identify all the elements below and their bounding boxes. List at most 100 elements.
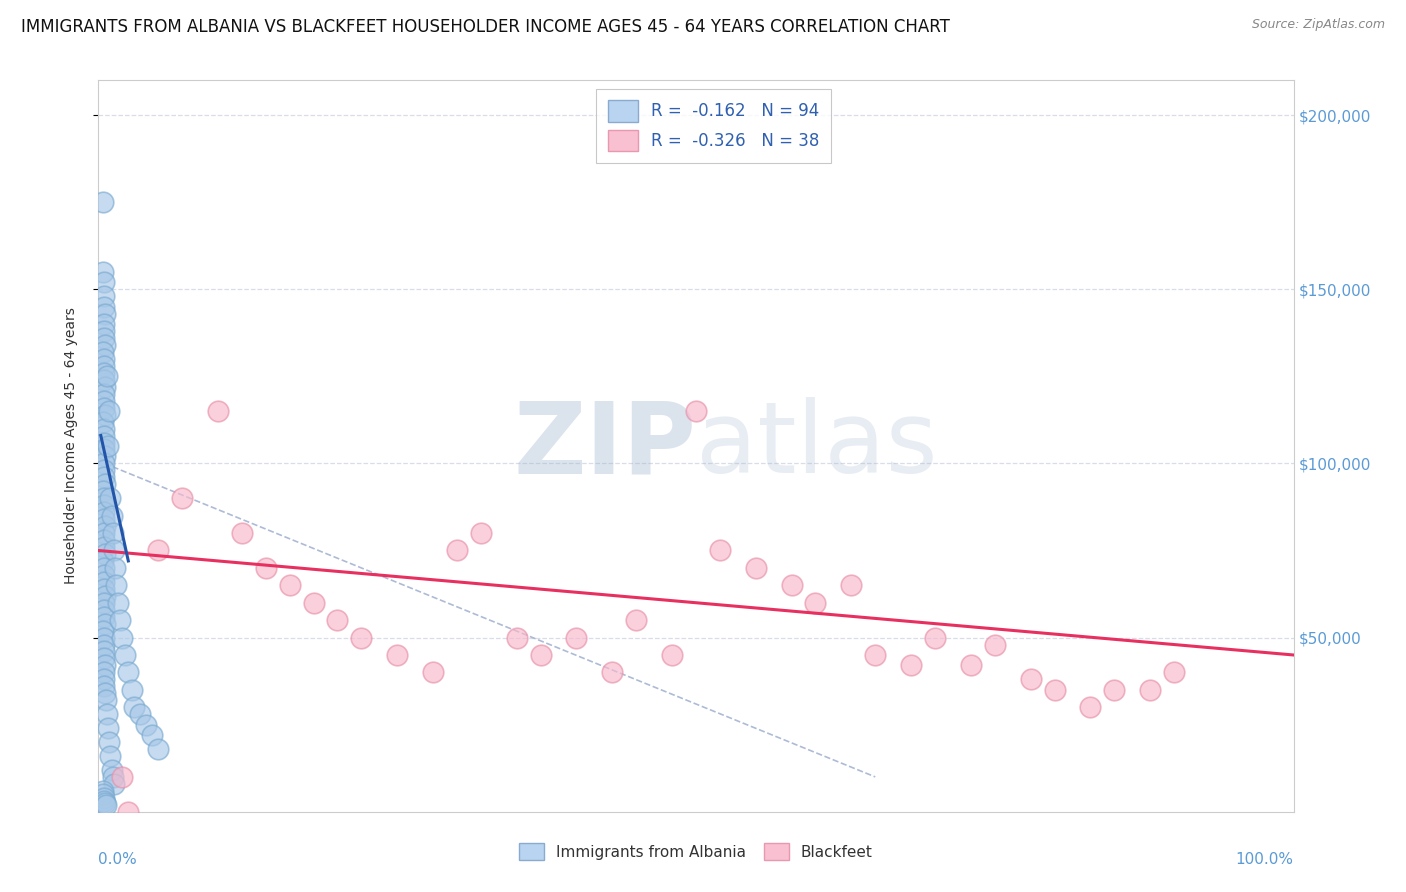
Point [93,631,115,645]
Text: 0.0%: 0.0% [98,852,138,867]
Point [602,665,624,680]
Point [93,373,115,387]
Point [960,658,983,673]
Point [470,526,492,541]
Point [94,616,117,631]
Point [93,359,115,373]
Point [93,457,115,471]
Point [97,721,120,735]
Point [626,613,648,627]
Point [780,578,803,592]
Point [984,638,1007,652]
Text: atlas: atlas [696,398,938,494]
Point [148,742,170,756]
Point [326,613,349,627]
Point [93,526,115,541]
Point [278,578,301,592]
Point [1104,682,1126,697]
Point [93,673,115,687]
Point [114,648,136,662]
Point [93,638,115,652]
Point [94,380,117,394]
Point [446,543,468,558]
Point [94,658,117,673]
Point [94,408,117,422]
Point [107,596,129,610]
Point [385,648,409,662]
Point [91,415,114,429]
Point [745,561,768,575]
Point [129,707,152,722]
Point [93,366,115,380]
Text: ZIP: ZIP [513,398,696,494]
Point [94,307,117,321]
Point [93,300,115,314]
Point [709,543,731,558]
Point [924,631,946,645]
Point [93,651,115,665]
Point [100,508,122,523]
Point [661,648,683,662]
Point [111,770,134,784]
Point [804,596,827,610]
Point [117,805,139,819]
Point [302,596,325,610]
Point [94,589,117,603]
Point [93,574,115,589]
Point [93,386,115,401]
Point [94,686,117,700]
Point [93,275,115,289]
Point [841,578,863,592]
Point [91,787,114,801]
Point [231,526,253,541]
Point [93,644,115,658]
Text: Source: ZipAtlas.com: Source: ZipAtlas.com [1251,18,1385,31]
Point [103,543,125,558]
Point [506,631,529,645]
Point [98,491,122,506]
Point [254,561,277,575]
Point [124,700,146,714]
Point [105,578,128,592]
Point [101,770,124,784]
Point [93,540,115,554]
Point [93,317,115,331]
Point [100,763,122,777]
Y-axis label: Householder Income Ages 45 - 64 years: Householder Income Ages 45 - 64 years [63,308,77,584]
Point [1163,665,1185,680]
Point [94,450,117,464]
Point [1139,682,1161,697]
Point [93,505,115,519]
Point [93,324,115,338]
Point [207,404,229,418]
Point [93,533,115,547]
Point [94,797,117,812]
Point [93,561,115,575]
Point [111,631,134,645]
Point [93,421,115,435]
Point [93,393,115,408]
Point [1019,673,1042,687]
Point [101,526,124,541]
Point [94,547,117,561]
Point [93,790,115,805]
Point [93,442,115,457]
Point [93,603,115,617]
Point [91,484,114,499]
Point [565,631,588,645]
Point [94,477,117,491]
Point [93,609,115,624]
Point [98,735,121,749]
Point [91,784,114,798]
Point [148,543,170,558]
Point [108,613,131,627]
Point [91,345,114,359]
Point [93,567,115,582]
Point [93,512,115,526]
Point [135,717,157,731]
Point [98,404,121,418]
Point [350,631,373,645]
Point [94,693,117,707]
Point [141,728,163,742]
Text: IMMIGRANTS FROM ALBANIA VS BLACKFEET HOUSEHOLDER INCOME AGES 45 - 64 YEARS CORRE: IMMIGRANTS FROM ALBANIA VS BLACKFEET HOU… [21,18,950,36]
